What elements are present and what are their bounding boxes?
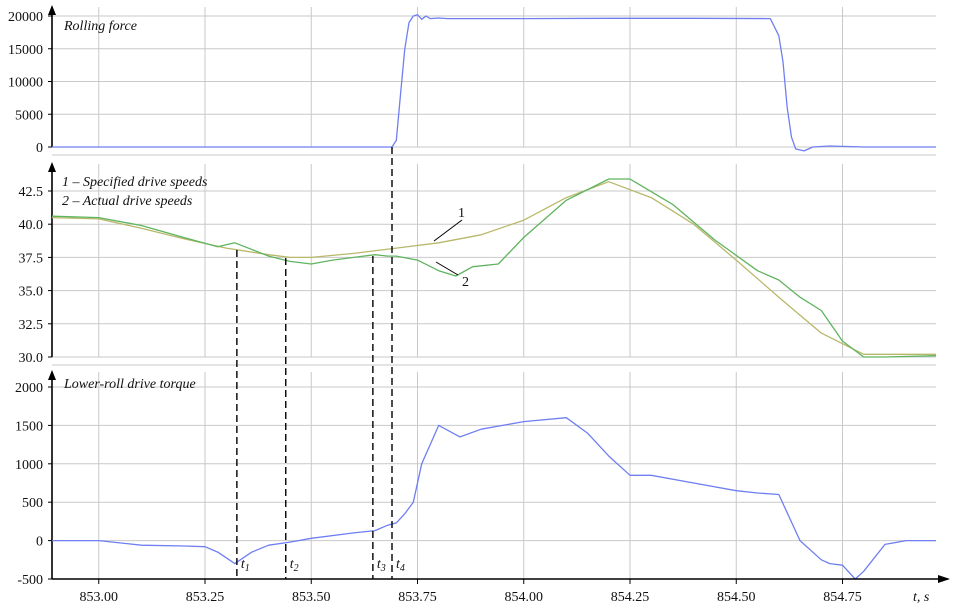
time-marker-label: t3 [377,557,386,574]
x-tick-label: 853.75 [398,590,437,605]
panel-drive-torque: -500 0 500 1000 1500 2000 Lower-roll drive tor… [15,370,936,588]
legend-annotation: 2 – Actual drive speeds [62,194,193,209]
y-axis-arrow [48,162,56,172]
y-tick-label: -500 [17,573,43,588]
series-line [52,14,936,152]
x-axis: 853.00 853.25 853.50 853.75 854.00 854.25 854.… [52,575,950,605]
series-line [51,178,937,358]
y-tick-label: 42.5 [19,185,44,200]
x-tick-label: 854.50 [717,590,756,605]
x-tick-label: 854.75 [823,590,862,605]
y-tick-label: 1500 [15,419,43,434]
callout-label-2: 2 [462,275,469,290]
y-tick-label: 35.0 [19,285,44,300]
y-tick-label: 30.0 [19,351,44,366]
x-tick-label: 854.25 [611,590,650,605]
time-marker-label: t2 [290,557,299,574]
panel-title: Rolling force [63,19,137,34]
time-marker-subscript: 2 [294,563,299,574]
y-tick-label: 0 [36,141,43,156]
time-marker-letter: t [396,557,401,572]
callout-leader-1 [433,219,463,242]
y-axis-arrow [48,370,56,380]
y-tick-label: 32.5 [19,318,44,333]
y-tick-label: 40.0 [19,218,44,233]
time-marker-letter: t [377,557,382,572]
y-tick-label: 37.5 [19,251,44,266]
time-marker-subscript: 1 [245,563,250,574]
callout-label-1: 1 [458,206,465,221]
y-tick-label: 20000 [8,10,43,25]
y-tick-label: 15000 [8,43,43,58]
time-markers: t1 t2 t3 t4 [236,147,405,579]
time-marker-label: t4 [396,557,405,574]
y-tick-label: 500 [22,496,43,511]
x-tick-label: 854.00 [505,590,544,605]
time-marker-subscript: 3 [380,563,386,574]
x-axis-label: t, s [913,590,930,605]
y-tick-label: 2000 [15,381,43,396]
x-tick-label: 853.50 [292,590,331,605]
x-axis-arrow [938,575,950,583]
y-axis-arrow [48,5,56,15]
time-marker-letter: t [241,557,246,572]
x-tick-label: 853.25 [186,590,225,605]
y-tick-label: 5000 [15,108,43,123]
panel-title: Lower-roll drive torque [63,377,196,392]
panel-rolling-force: 0 5000 10000 15000 20000 Rolling force [8,5,936,156]
y-tick-label: 10000 [8,76,43,91]
time-marker-subscript: 4 [400,563,405,574]
time-marker-letter: t [290,557,295,572]
x-tick-label: 853.00 [80,590,119,605]
y-tick-label: 0 [36,535,43,550]
y-tick-label: 1000 [15,458,43,473]
panel-drive-speeds: 30.0 32.5 35.0 37.5 40.0 42.5 1 – Specified dr… [19,162,937,366]
legend-annotation: 1 – Specified drive speeds [62,175,208,190]
callout-leader-2 [435,261,459,276]
series-line [52,417,936,580]
time-marker-label: t1 [241,557,250,574]
